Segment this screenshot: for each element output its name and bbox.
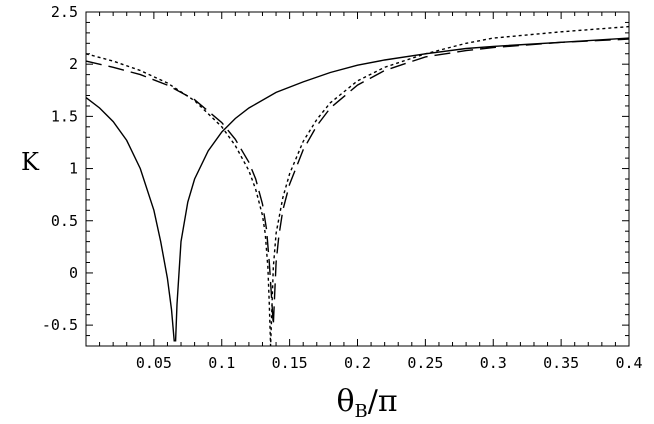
tick-labels-layer: 0.05 0.1 0.15 0.2 0.25 0.3 0.35 0.4 -0.5 0 0.5 1 1.5…: [42, 3, 643, 372]
plot-frame: [85, 11, 630, 347]
y-tick-label: 0.5: [51, 212, 78, 230]
x-tick-label: 0.3: [480, 354, 507, 372]
x-tick-label: 0.15: [272, 354, 308, 372]
series-line-dotted: [85, 25, 630, 347]
y-tick-label: 2.5: [51, 3, 78, 21]
x-axis-label: θB/π: [336, 384, 397, 422]
y-tick-label: 1.5: [51, 107, 78, 125]
x-tick-label: 0.1: [208, 354, 235, 372]
x-axis-label-main: θ: [336, 384, 354, 419]
x-tick-label: 0.4: [615, 354, 642, 372]
y-tick-label: 1: [69, 160, 78, 178]
series-line-solid: [85, 37, 630, 342]
y-tick-label: -0.5: [42, 316, 78, 334]
x-axis-label-rest: /π: [368, 384, 398, 419]
y-tick-label: 0: [69, 264, 78, 282]
y-tick-label: 2: [69, 55, 78, 73]
x-tick-label: 0.35: [543, 354, 579, 372]
x-tick-label: 0.25: [407, 354, 443, 372]
series-layer: [85, 25, 630, 347]
x-axis-label-subscript: B: [355, 401, 368, 422]
series-line-dashed: [85, 38, 630, 326]
y-axis-label: K: [21, 148, 40, 176]
x-tick-label: 0.2: [344, 354, 371, 372]
ticks-layer: [86, 11, 630, 347]
x-tick-label: 0.05: [136, 354, 172, 372]
